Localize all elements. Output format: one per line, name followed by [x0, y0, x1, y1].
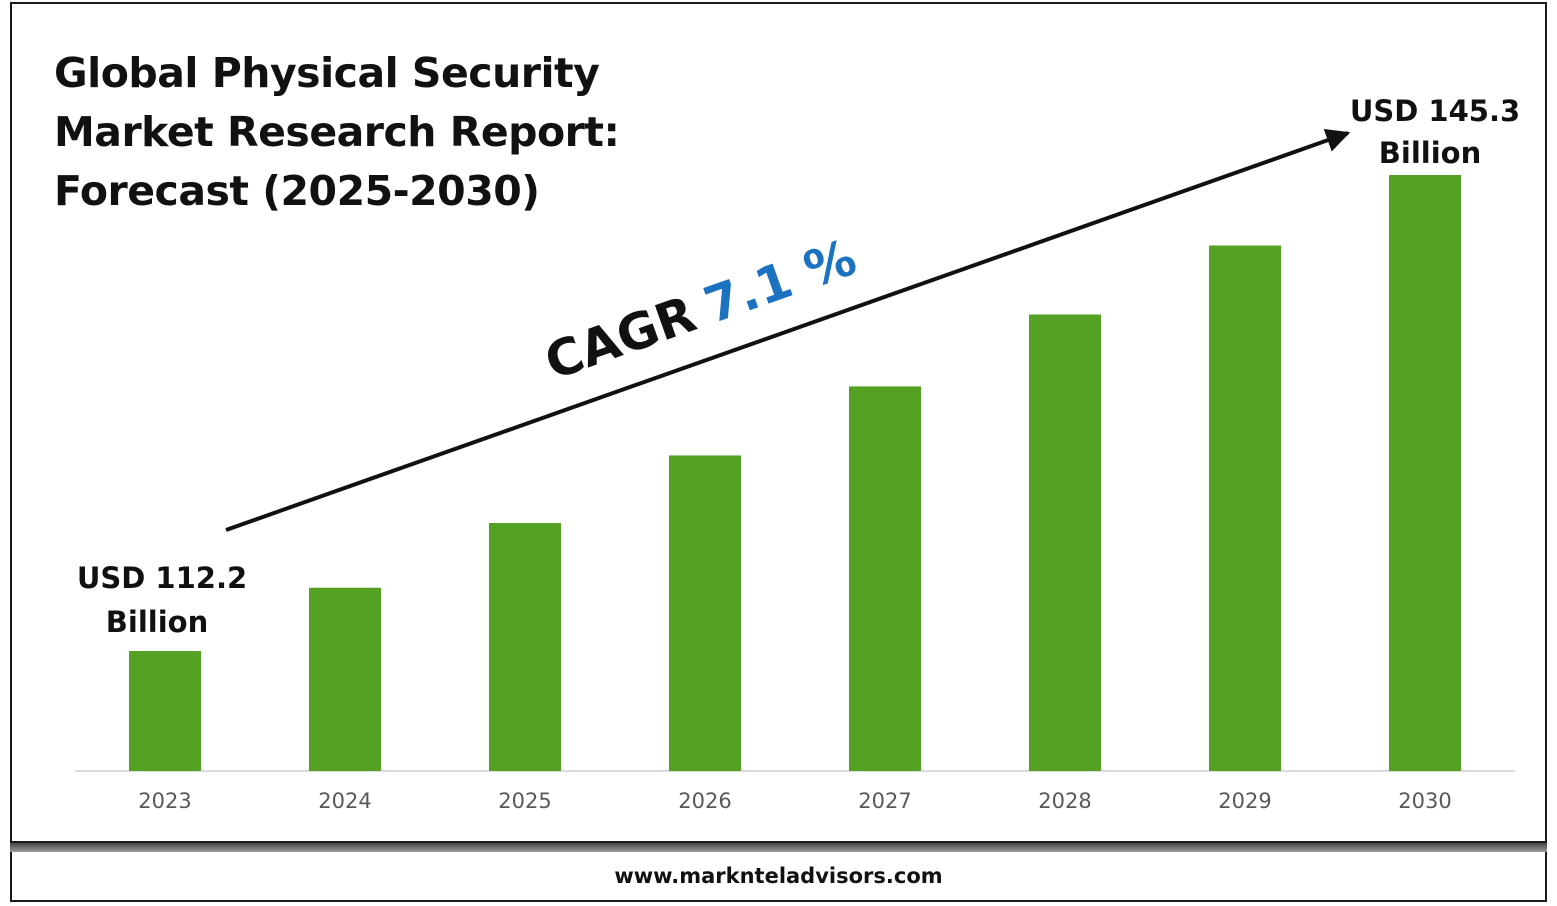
- x-tick-label-2025: 2025: [498, 789, 551, 813]
- bar-2026: [669, 455, 741, 771]
- svg-text:CAGR7.1 %: CAGR7.1 %: [538, 228, 864, 391]
- end-value-line-1: USD 145.3: [1350, 94, 1520, 128]
- cagr-label: CAGR: [538, 285, 703, 391]
- footer-url: www.marknteladvisors.com: [614, 864, 943, 888]
- x-tick-label-2030: 2030: [1398, 789, 1451, 813]
- end-value-line-2: Billion: [1379, 136, 1481, 170]
- x-tick-label-2024: 2024: [318, 789, 371, 813]
- bar-2024: [309, 587, 381, 771]
- footer: www.marknteladvisors.com: [10, 852, 1547, 902]
- title-line-2: Market Research Report:: [54, 108, 620, 156]
- start-value-line-2: Billion: [106, 605, 208, 639]
- start-value-line-1: USD 112.2: [77, 561, 247, 595]
- chart-frame: [10, 2, 1547, 843]
- bar-series: [129, 175, 1461, 771]
- bar-2029: [1209, 245, 1281, 771]
- bar-2023: [129, 651, 201, 771]
- cagr-value: 7.1 %: [697, 228, 864, 335]
- title-line-3: Forecast (2025-2030): [54, 167, 540, 215]
- frame-shadow: [10, 843, 1547, 852]
- bar-2027: [849, 386, 921, 771]
- x-tick-label-2029: 2029: [1218, 789, 1271, 813]
- x-tick-label-2026: 2026: [678, 789, 731, 813]
- title-line-1: Global Physical Security: [54, 49, 600, 97]
- x-tick-label-2023: 2023: [138, 789, 191, 813]
- cagr-annotation: CAGR7.1 %: [538, 228, 864, 391]
- chart-title: Global Physical Security Market Research…: [54, 44, 620, 221]
- bar-2028: [1029, 314, 1101, 771]
- x-tick-label-2027: 2027: [858, 789, 911, 813]
- bar-2030: [1389, 175, 1461, 771]
- x-axis-tick-labels: 2023 2024 2025 2026 2027 2028 2029 2030: [138, 789, 1451, 813]
- trend-arrow: [225, 128, 1351, 532]
- x-tick-label-2028: 2028: [1038, 789, 1091, 813]
- bar-2025: [489, 523, 561, 771]
